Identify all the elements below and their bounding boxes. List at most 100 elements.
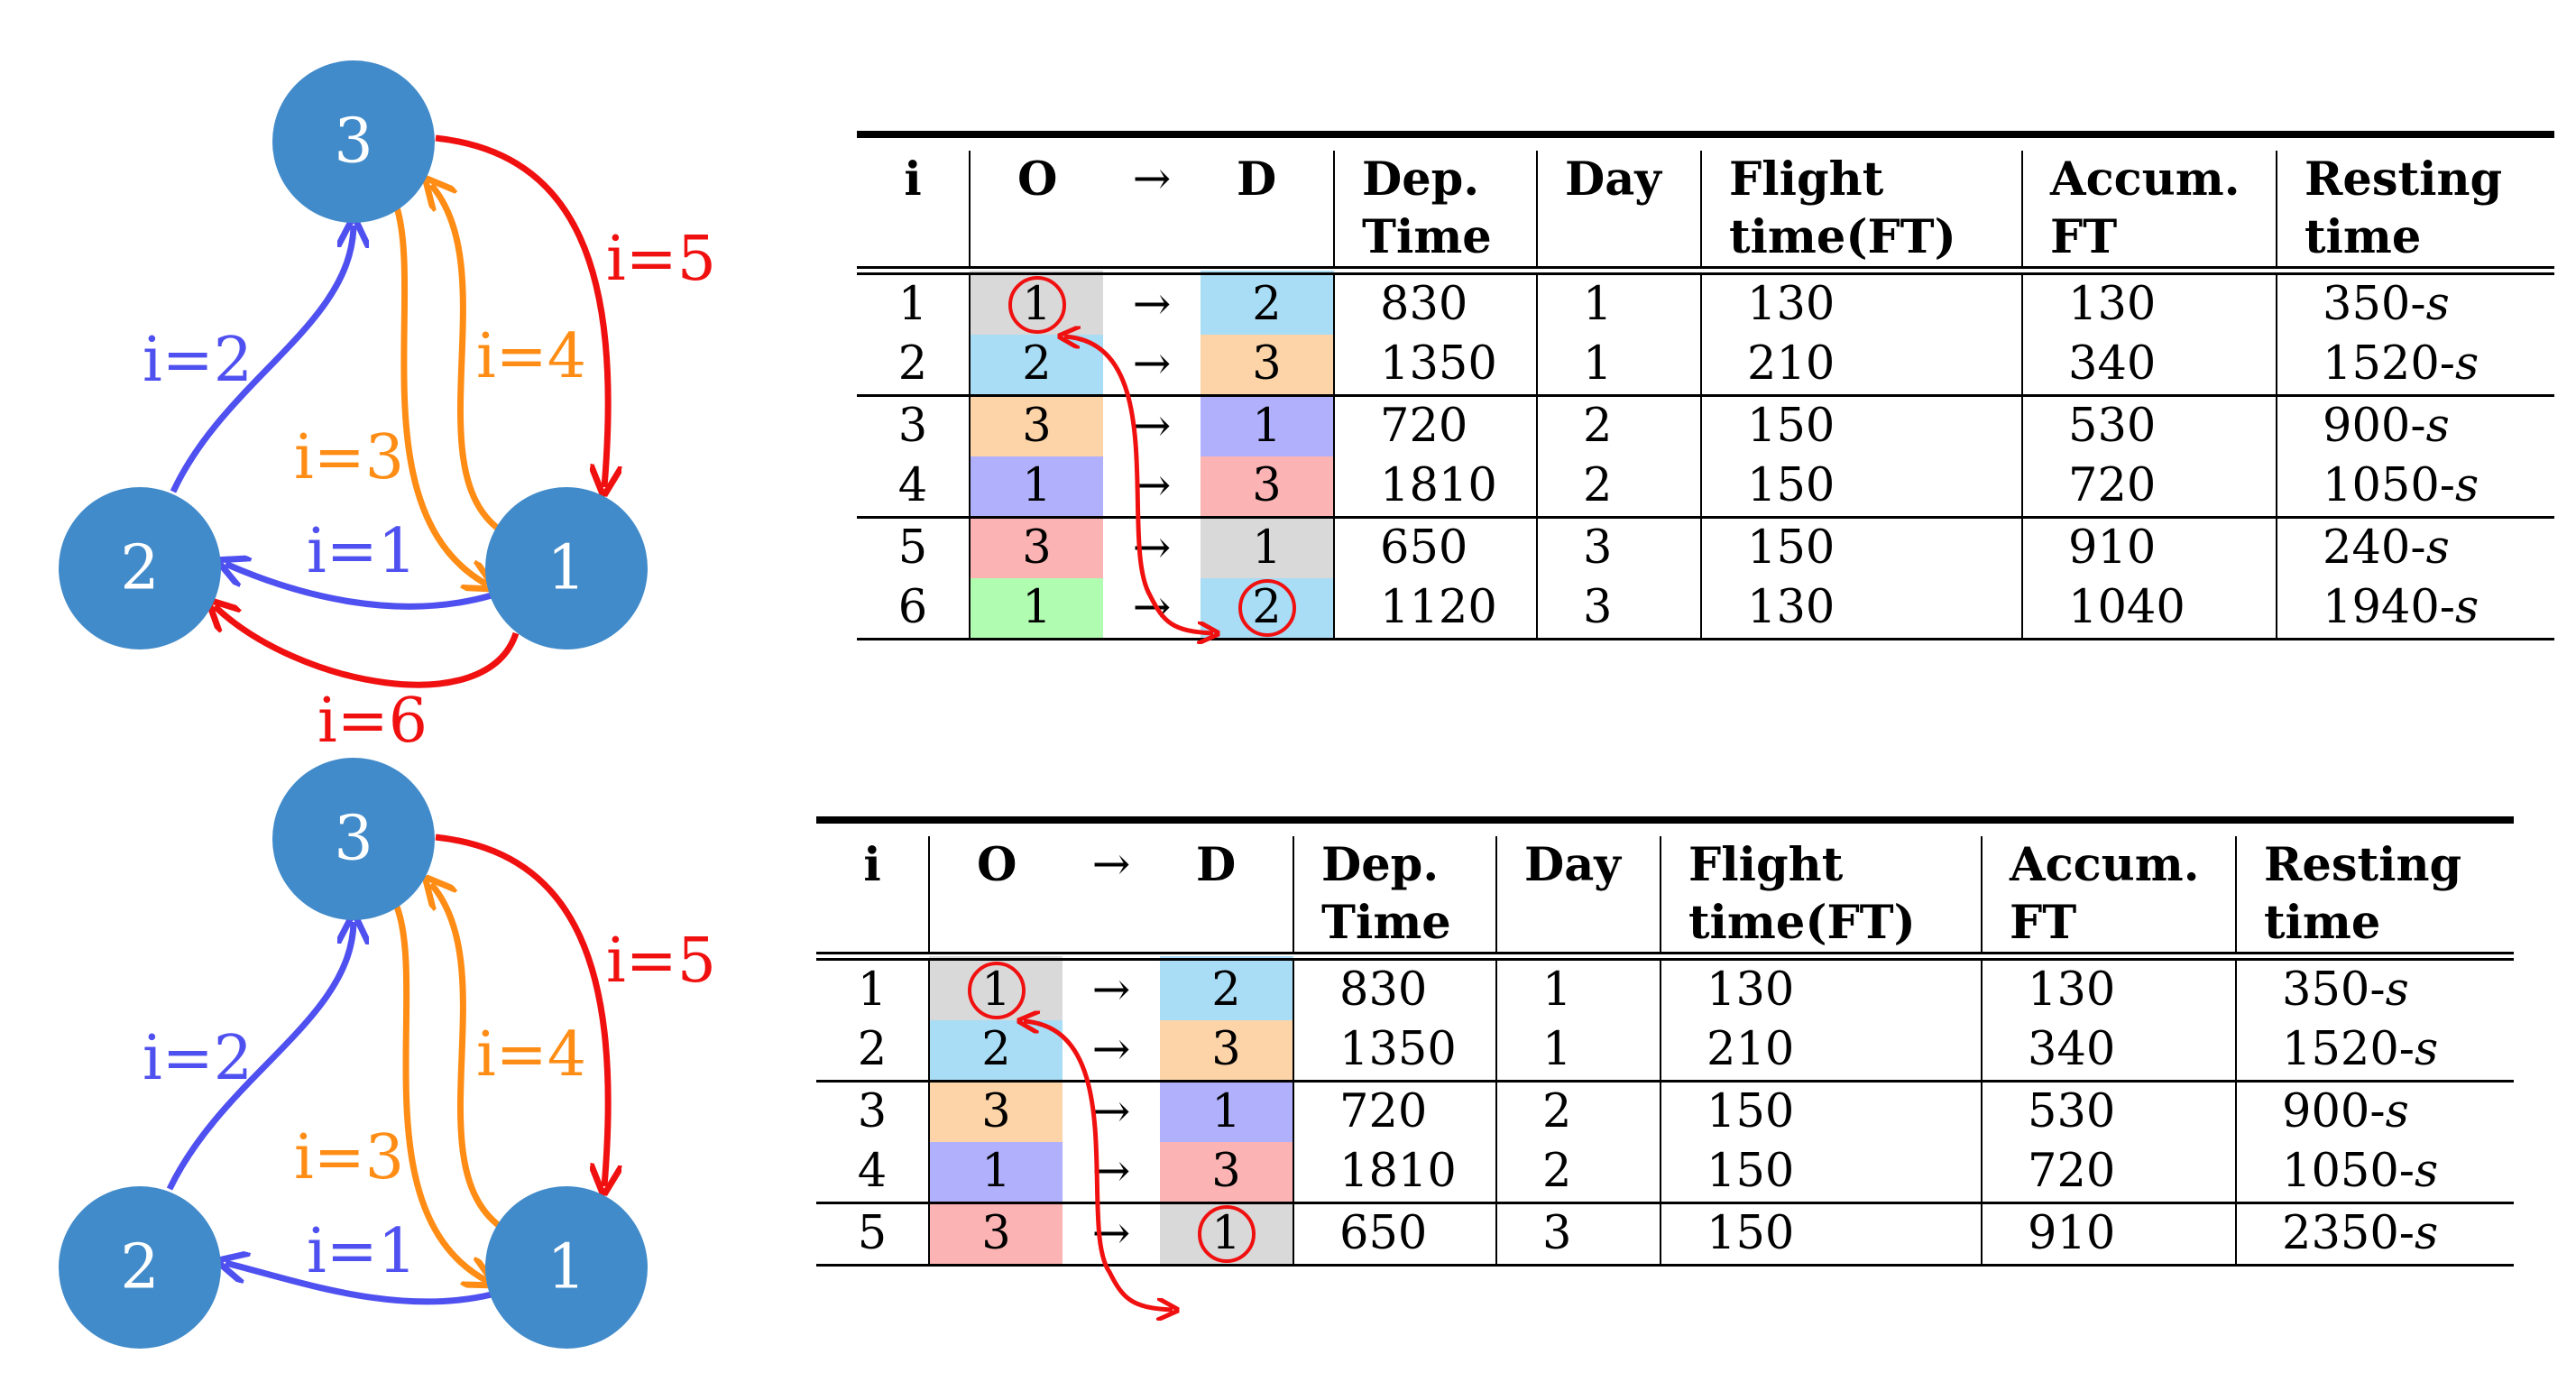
edge-bottom-i3 <box>393 905 487 1281</box>
col-header-i: i <box>857 151 971 271</box>
table-row: 4 1 → 3 1810 2 150 720 1050-s <box>816 1142 2514 1203</box>
cell-day: 3 <box>1496 1202 1661 1267</box>
edge-label-bottom-i3: i=3 <box>294 1122 404 1193</box>
cell-i: 3 <box>857 394 971 456</box>
destination-circle-marker: 2 <box>1237 579 1296 637</box>
col-header-dep-time: Dep. Time <box>1293 836 1497 956</box>
cell-flight-time: 210 <box>1701 335 2023 396</box>
cell-dep-time: 1810 <box>1293 1142 1497 1203</box>
cell-destination: 3 <box>1201 456 1335 518</box>
cell-accum-ft: 530 <box>2022 394 2277 456</box>
cell-origin: 1 <box>970 578 1103 640</box>
cell-destination: 1 <box>1160 1080 1294 1142</box>
cell-flight-time: 210 <box>1661 1020 1983 1082</box>
table-row: 1 1 → 2 830 1 130 130 350-s <box>816 952 2514 1020</box>
cell-resting-time: 1050-s <box>2282 1145 2439 1198</box>
node-bottom-1: 1 <box>485 1186 648 1349</box>
cell-resting-time: 350-s <box>2236 952 2514 1020</box>
cell-arrow: → <box>1103 578 1201 640</box>
graph-bottom: i=2 i=1 i=3 i=4 i=5 3 2 1 <box>59 758 716 1349</box>
flight-schedule-table-top: i O → D Dep. Time Day Flight time(FT) Accu… <box>857 131 2554 640</box>
cell-origin: 3 <box>929 1080 1063 1142</box>
col-header-day: Day <box>1496 836 1661 956</box>
col-header-origin: O <box>1017 152 1058 207</box>
cell-i: 2 <box>857 335 971 396</box>
cell-accum-ft: 910 <box>1982 1202 2237 1267</box>
cell-destination: 1 <box>1201 394 1335 456</box>
cell-accum-ft: 1040 <box>2022 578 2277 640</box>
cell-day: 1 <box>1496 952 1661 1020</box>
cell-flight-time: 130 <box>1661 952 1983 1020</box>
edge-top-i5 <box>435 134 608 487</box>
node-top-2: 2 <box>59 487 221 650</box>
cell-i: 5 <box>816 1202 930 1267</box>
table-row: 2 2 → 3 1350 1 210 340 1520-s <box>857 335 2554 396</box>
cell-arrow: → <box>1063 952 1160 1020</box>
col-header-accum-ft: Accum. FT <box>1982 836 2237 956</box>
edge-label-top-i2: i=2 <box>143 325 253 396</box>
table-row: 1 1 → 2 830 1 130 130 350-s <box>857 266 2554 335</box>
cell-accum-ft: 130 <box>2022 266 2277 335</box>
cell-accum-ft: 130 <box>1982 952 2237 1020</box>
cell-destination: 2 <box>1160 952 1294 1020</box>
cell-origin: 2 <box>970 335 1103 396</box>
col-header-destination: D <box>1201 151 1335 271</box>
table-row: 3 3 → 1 720 2 150 530 900-s <box>816 1080 2514 1142</box>
node-top-1: 1 <box>485 487 648 650</box>
edge-top-i1 <box>225 564 492 610</box>
edge-bottom-i4 <box>431 884 503 1230</box>
cell-arrow: → <box>1063 1080 1160 1142</box>
cell-origin: 1 <box>970 456 1103 518</box>
header-row: i O → D Dep. Time Day Flight time(FT) Accu… <box>816 836 2514 956</box>
col-header-flight-time: Flight time(FT) <box>1661 836 1983 956</box>
cell-arrow: → <box>1103 516 1201 578</box>
cell-destination: 3 <box>1201 335 1335 396</box>
cell-day: 1 <box>1537 266 1702 335</box>
svg-text:1: 1 <box>547 1232 585 1304</box>
cell-i: 6 <box>857 578 971 640</box>
cell-accum-ft: 530 <box>1982 1080 2237 1142</box>
cell-dep-time: 720 <box>1293 1080 1497 1142</box>
cell-i: 4 <box>816 1142 930 1203</box>
cell-flight-time: 130 <box>1701 578 2023 640</box>
edge-label-bottom-i5: i=5 <box>606 926 716 997</box>
col-header-resting-time: Resting time <box>2305 152 2503 264</box>
col-header-dep-time: Dep. Time <box>1334 151 1538 271</box>
edge-label-bottom-i2: i=2 <box>143 1023 253 1094</box>
cell-destination: 3 <box>1160 1142 1294 1203</box>
cell-flight-time: 130 <box>1701 266 2023 335</box>
node-top-3: 3 <box>272 60 435 223</box>
cell-flight-time: 150 <box>1661 1080 1983 1142</box>
cell-day: 2 <box>1496 1080 1661 1142</box>
cell-accum-ft: 910 <box>2022 516 2277 578</box>
edge-bottom-i5 <box>435 834 608 1186</box>
cell-resting-time: 240-s <box>2277 516 2554 578</box>
cell-day: 2 <box>1537 394 1702 456</box>
cell-resting-time: 1940-s <box>2277 578 2554 640</box>
cell-day: 1 <box>1537 335 1702 396</box>
edge-bottom-i1 <box>225 1263 492 1305</box>
cell-dep-time: 1350 <box>1293 1020 1497 1082</box>
flight-schedule-table-bottom: i O → D Dep. Time Day Flight time(FT) Accu… <box>816 816 2514 1267</box>
cell-arrow: → <box>1091 1145 1131 1198</box>
cell-dep-time: 650 <box>1334 516 1538 578</box>
cell-destination: 2 <box>1201 266 1335 335</box>
destination-circle-marker: 1 <box>1197 1205 1256 1263</box>
edge-label-bottom-i4: i=4 <box>476 1019 586 1091</box>
table-row: 2 2 → 3 1350 1 210 340 1520-s <box>816 1020 2514 1082</box>
col-header-origin: O <box>977 838 1017 892</box>
cell-dep-time: 650 <box>1293 1202 1497 1267</box>
cell-resting-time: 1050-s <box>2323 459 2479 512</box>
cell-destination: 2 <box>1201 578 1335 640</box>
origin-circle-marker: 1 <box>1007 276 1066 334</box>
node-bottom-3: 3 <box>272 758 435 920</box>
edge-top-i3 <box>393 206 487 585</box>
col-header-flight-time: Flight time(FT) <box>1701 151 2023 271</box>
cell-resting-time: 900-s <box>2236 1080 2514 1142</box>
cell-i: 3 <box>816 1080 930 1142</box>
cell-day: 3 <box>1537 578 1702 640</box>
cell-destination: 1 <box>1201 516 1335 578</box>
cell-i: 4 <box>857 456 971 518</box>
cell-origin: 2 <box>929 1020 1063 1082</box>
cell-flight-time: 150 <box>1701 516 2023 578</box>
